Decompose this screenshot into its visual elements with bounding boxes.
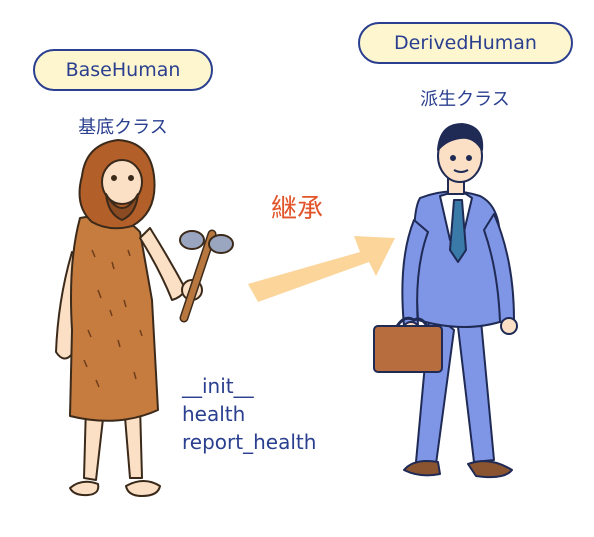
inheritance-label: 継承 (270, 194, 323, 224)
base-class-label: BaseHuman (33, 49, 213, 91)
base-class-members: __init__ health report_health (182, 372, 382, 456)
businessman-hair (437, 123, 484, 151)
member-init: __init__ (182, 374, 254, 398)
member-report-health: report_health (182, 430, 317, 454)
caveman-figure (55, 139, 234, 497)
derived-class-caption: 派生クラス (420, 89, 510, 110)
derived-class-label: DerivedHuman (358, 22, 573, 64)
base-class-caption: 基底クラス (78, 117, 168, 138)
businessman-figure (373, 123, 518, 479)
inheritance-arrow (248, 236, 395, 302)
briefcase (373, 325, 443, 373)
member-health: health (182, 402, 246, 426)
